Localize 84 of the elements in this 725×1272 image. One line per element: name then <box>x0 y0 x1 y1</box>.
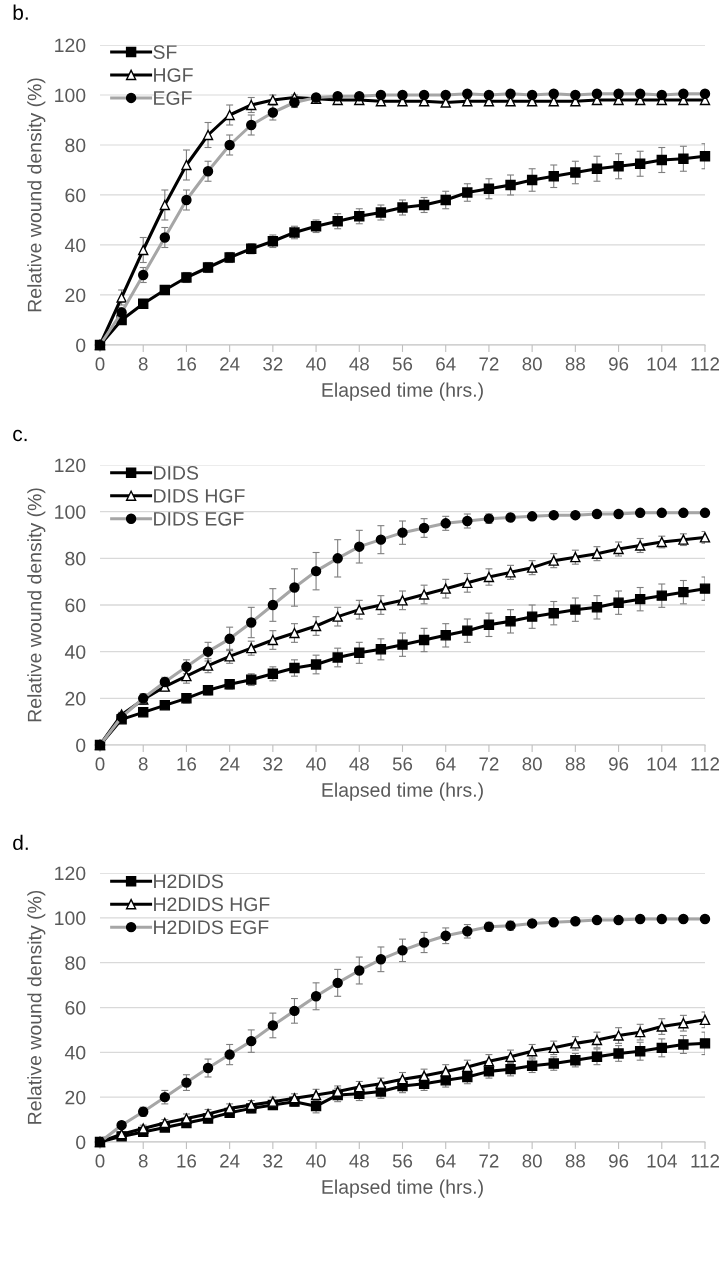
x-tick-label: 0 <box>95 757 105 771</box>
chart-title: d. <box>13 834 28 851</box>
y-tick-label: 60 <box>65 1000 86 1015</box>
y-tick-label: 20 <box>65 1090 86 1105</box>
x-tick-label: 72 <box>479 357 499 371</box>
x-tick-label: 24 <box>220 1154 240 1168</box>
y-tick-label: 100 <box>55 505 86 519</box>
y-tick-label: 120 <box>55 458 86 473</box>
x-tick-label: 0 <box>95 1154 105 1168</box>
y-tick-label: 120 <box>55 38 86 53</box>
y-tick-label: 60 <box>65 598 86 613</box>
x-tick-label: 32 <box>263 1154 283 1168</box>
x-tick-label: 32 <box>263 357 283 371</box>
x-tick-label: 104 <box>647 757 677 771</box>
legend-label: HGF <box>154 68 193 82</box>
legend-label: DIDS <box>154 465 199 480</box>
y-tick-label: 60 <box>65 188 86 203</box>
x-tick-label: 48 <box>349 1154 369 1168</box>
x-tick-label: 88 <box>565 757 585 771</box>
y-tick-label: 40 <box>64 645 86 659</box>
y-tick-label: 20 <box>65 691 86 706</box>
x-tick-label: 80 <box>522 357 542 371</box>
x-axis-title: Elapsed time (hrs.) <box>322 1179 483 1198</box>
y-tick-label: 0 <box>76 738 86 753</box>
y-tick-label: 40 <box>64 1045 86 1060</box>
x-tick-label: 112 <box>691 757 720 771</box>
x-tick-label: 40 <box>306 757 326 771</box>
y-tick-label: 120 <box>55 866 86 881</box>
x-axis-title: Elapsed time (hrs.) <box>322 382 483 401</box>
x-tick-label: 88 <box>565 1154 585 1168</box>
legend-label: H2DIDS EGF <box>154 920 269 935</box>
x-tick-label: 104 <box>647 357 677 371</box>
x-tick-label: 24 <box>220 357 240 371</box>
y-tick-label: 40 <box>64 238 86 253</box>
y-tick-label: 80 <box>65 551 86 566</box>
chart-title: c. <box>13 429 27 442</box>
x-tick-label: 40 <box>306 1154 326 1168</box>
y-tick-label: 0 <box>76 338 86 353</box>
x-tick-label: 16 <box>177 1154 197 1168</box>
y-tick-label: 80 <box>65 138 86 153</box>
x-tick-label: 96 <box>609 357 629 371</box>
x-tick-label: 48 <box>349 757 369 771</box>
x-tick-label: 80 <box>522 757 542 771</box>
legend-label: DIDS HGF <box>154 488 245 503</box>
x-tick-label: 72 <box>479 757 499 771</box>
x-tick-label: 64 <box>436 1154 456 1168</box>
y-tick-label: 0 <box>76 1135 86 1150</box>
x-tick-label: 64 <box>436 357 456 371</box>
x-axis-title: Elapsed time (hrs.) <box>322 782 483 801</box>
y-axis-title: Relative wound density (%) <box>27 78 46 312</box>
legend-label: H2DIDS HGF <box>154 897 270 912</box>
y-tick-label: 20 <box>65 288 86 303</box>
y-tick-label: 100 <box>55 88 86 103</box>
x-tick-label: 56 <box>392 757 413 771</box>
x-tick-label: 104 <box>647 1154 677 1168</box>
x-tick-label: 0 <box>95 357 105 371</box>
x-tick-label: 96 <box>609 1154 629 1168</box>
legend-label: EGF <box>154 91 192 105</box>
x-tick-label: 80 <box>522 1154 542 1168</box>
y-axis-title: Relative wound density (%) <box>27 890 46 1124</box>
legend-label: H2DIDS <box>154 874 223 889</box>
x-tick-label: 56 <box>392 357 413 371</box>
x-tick-label: 48 <box>349 357 369 371</box>
x-tick-label: 8 <box>138 1154 148 1168</box>
x-tick-label: 24 <box>220 757 240 771</box>
x-tick-label: 112 <box>691 1154 720 1168</box>
y-tick-label: 100 <box>55 911 86 926</box>
x-tick-label: 40 <box>306 357 326 371</box>
x-tick-label: 88 <box>565 357 585 371</box>
x-tick-label: 8 <box>138 757 148 771</box>
x-tick-label: 56 <box>392 1154 413 1168</box>
x-tick-label: 32 <box>263 757 283 771</box>
x-tick-label: 16 <box>177 357 197 371</box>
x-tick-label: 72 <box>479 1154 499 1168</box>
legend-label: SF <box>153 45 177 59</box>
x-tick-label: 64 <box>436 757 456 771</box>
x-tick-label: 96 <box>609 757 629 771</box>
chart-title: b. <box>13 4 28 20</box>
x-tick-label: 8 <box>138 357 148 371</box>
x-tick-label: 112 <box>691 357 720 371</box>
x-tick-label: 16 <box>177 757 197 771</box>
legend-label: DIDS EGF <box>154 511 244 526</box>
y-tick-label: 80 <box>65 956 86 970</box>
y-axis-title: Relative wound density (%) <box>27 488 46 722</box>
